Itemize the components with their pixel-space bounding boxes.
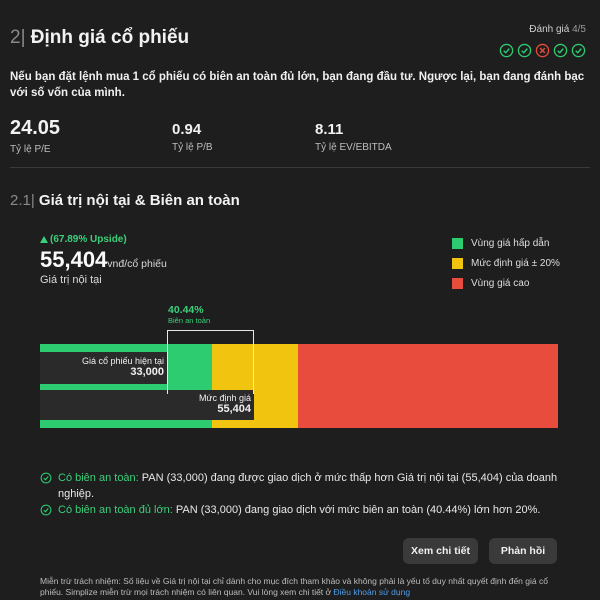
safety-margin-bracket [167, 330, 254, 394]
rating-text: Đánh giá [529, 24, 570, 35]
legend-item: Vùng giá cao [452, 273, 560, 293]
intrinsic-summary: (67.89% Upside) 55,404vnđ/cổ phiếu Giá t… [40, 234, 167, 286]
note-margin-large: Có biên an toàn đủ lớn: PAN (33,000) đan… [40, 502, 578, 518]
legend-item: Mức định giá ± 20% [452, 253, 560, 273]
section-title-text: Giá trị nội tại & Biên an toàn [38, 192, 240, 209]
safety-margin-caption: Biên an toàn [168, 316, 211, 325]
legend-item: Vùng giá hấp dẫn [452, 233, 560, 253]
check-circle-icon [571, 43, 586, 58]
divider [10, 167, 590, 168]
legend-swatch [452, 277, 463, 289]
legend-label: Vùng giá cao [471, 277, 530, 289]
fair-value-value: 55,404 [217, 403, 251, 415]
check-circle-icon [517, 43, 532, 58]
intrinsic-value: 55,404vnđ/cổ phiếu [40, 247, 167, 273]
metric-label: Tỷ lệ P/B [172, 142, 213, 153]
current-price-band [40, 352, 168, 384]
intrinsic-value-number: 55,404 [40, 247, 108, 272]
disclaimer-text: Miễn trừ trách nhiệm: Số liệu về Giá trị… [40, 576, 548, 597]
fair-value-band [40, 390, 254, 420]
metric-pb: 0.94 Tỷ lệ P/B [172, 121, 213, 153]
section-title-valuation: 2| Định giá cổ phiếu [10, 27, 189, 49]
up-arrow-icon [40, 236, 48, 243]
section-title-text: Định giá cổ phiếu [30, 27, 190, 48]
zone-expensive [298, 344, 558, 428]
current-price-label: Giá cổ phiếu hiện tại [81, 356, 164, 366]
section-number: 2.1| [10, 192, 35, 209]
fair-value-label: Mức định giá [198, 393, 251, 403]
intro-text: Nếu bạn đặt lệnh mua 1 cổ phiếu có biên … [10, 71, 585, 99]
legend-swatch [452, 237, 463, 249]
rating-score: 4/5 [572, 24, 586, 35]
note-text: PAN (33,000) đang được giao dịch ở mức t… [58, 472, 558, 500]
legend-label: Vùng giá hấp dẫn [471, 237, 550, 249]
note-highlight: Có biên an toàn đủ lớn: [58, 504, 173, 516]
disclaimer: Miễn trừ trách nhiệm: Số liệu về Giá trị… [40, 576, 560, 598]
section-title-intrinsic: 2.1| Giá trị nội tại & Biên an toàn [10, 192, 240, 209]
current-price-value: 33,000 [130, 366, 164, 378]
upside-badge: (67.89% Upside) [40, 234, 167, 245]
check-circle-icon [499, 43, 514, 58]
metric-ev-ebitda: 8.11 Tỷ lệ EV/EBITDA [315, 121, 392, 153]
terms-link[interactable]: Điều khoản sử dụng [333, 587, 411, 597]
check-circle-icon [40, 504, 52, 516]
check-circle-icon [553, 43, 568, 58]
metric-value: 8.11 [315, 121, 344, 138]
section-number: 2| [10, 27, 26, 48]
rating-checks [499, 43, 586, 58]
intrinsic-value-label: Giá trị nội tại [40, 274, 102, 286]
current-price-label-box: Giá cổ phiếu hiện tại 33,000 [40, 356, 164, 378]
safety-margin-label: 40.44% Biên an toàn [168, 304, 210, 325]
safety-margin-value: 40.44% [168, 304, 204, 316]
fair-value-label-box: Mức định giá 55,404 [40, 393, 251, 415]
metric-value: 0.94 [172, 121, 202, 138]
intrinsic-value-unit: vnđ/cổ phiếu [107, 258, 167, 270]
note-highlight: Có biên an toàn: [58, 472, 139, 484]
legend-swatch [452, 257, 463, 269]
note-has-margin: Có biên an toàn: PAN (33,000) đang được … [40, 470, 578, 502]
legend-label: Mức định giá ± 20% [471, 257, 560, 269]
metric-value: 24.05 [10, 117, 61, 139]
rating-label: Đánh giá 4/5 [529, 24, 586, 35]
metric-label: Tỷ lệ EV/EBITDA [315, 142, 392, 153]
note-text: PAN (33,000) đang giao dịch với mức biên… [172, 504, 541, 516]
x-circle-icon [535, 43, 550, 58]
legend: Vùng giá hấp dẫn Mức định giá ± 20% Vùng… [452, 233, 560, 293]
feedback-button[interactable]: Phản hồi [489, 538, 557, 564]
metric-label: Tỷ lệ P/E [10, 144, 51, 155]
upside-text: (67.89% Upside) [50, 234, 127, 245]
view-details-button[interactable]: Xem chi tiết [403, 538, 478, 564]
metric-pe: 24.05 Tỷ lệ P/E [10, 117, 60, 155]
check-circle-icon [40, 472, 52, 484]
